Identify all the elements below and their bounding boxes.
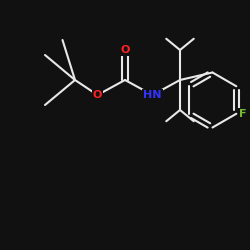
Text: HN: HN bbox=[143, 90, 162, 100]
Text: O: O bbox=[93, 90, 102, 100]
Text: F: F bbox=[239, 109, 246, 119]
Text: O: O bbox=[120, 45, 130, 55]
